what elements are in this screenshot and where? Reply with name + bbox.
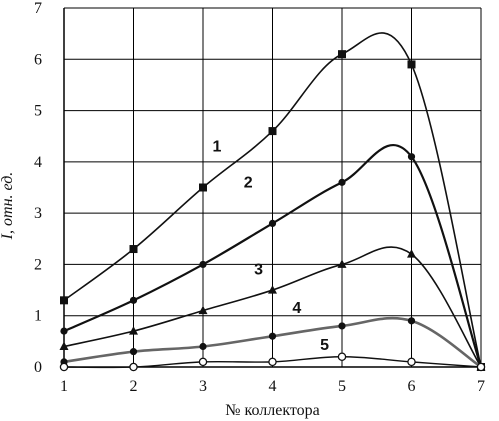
y-tick-label: 4	[34, 154, 42, 171]
data-point	[199, 183, 207, 192]
x-tick-label: 1	[60, 378, 68, 395]
data-point	[198, 357, 208, 367]
data-point	[199, 342, 207, 351]
series-5	[59, 352, 486, 372]
x-tick-label: 4	[269, 378, 277, 395]
data-point	[129, 362, 138, 372]
y-tick-label: 7	[34, 0, 42, 17]
x-tick-label: 3	[199, 378, 207, 395]
data-point	[199, 260, 207, 269]
x-tick-label: 5	[338, 378, 346, 395]
data-point	[407, 153, 416, 161]
data-point	[268, 219, 277, 227]
y-tick-label: 2	[34, 256, 42, 273]
data-point	[59, 341, 69, 350]
y-tick-label: 0	[34, 359, 42, 376]
x-tick-label: 2	[130, 378, 138, 395]
data-point	[129, 348, 138, 356]
y-tick-label: 6	[34, 51, 42, 68]
data-point	[198, 305, 208, 315]
series-label: 3	[254, 262, 263, 279]
x-axis-label: № коллектора	[225, 402, 320, 419]
data-point	[129, 296, 138, 304]
x-tick-label: 7	[477, 378, 485, 395]
data-point	[337, 259, 347, 268]
data-point	[476, 362, 486, 372]
y-tick-label: 3	[34, 205, 42, 222]
data-point	[268, 127, 277, 136]
data-point	[129, 245, 138, 254]
x-tick-label: 6	[408, 378, 416, 395]
data-point	[60, 296, 68, 305]
data-point	[338, 50, 346, 59]
series-lines	[59, 32, 486, 372]
y-tick-label: 5	[34, 103, 42, 120]
data-point	[407, 357, 416, 367]
series-label: 2	[244, 175, 253, 192]
data-point	[407, 317, 416, 325]
series-label: 5	[320, 337, 329, 354]
data-point	[407, 249, 416, 258]
data-point	[337, 352, 347, 361]
data-point	[268, 357, 277, 367]
data-point	[129, 326, 138, 335]
data-point	[268, 285, 277, 294]
data-point	[338, 178, 346, 186]
grid	[63, 7, 482, 368]
data-point	[407, 60, 416, 69]
y-axis-label: I, отн. ед.	[0, 172, 16, 241]
y-tick-label: 1	[34, 308, 42, 325]
series-labels: 1 2 3 4 5	[212, 139, 329, 354]
series-label: 1	[212, 139, 221, 156]
data-point	[60, 327, 68, 335]
data-point	[268, 332, 277, 340]
data-point	[338, 322, 346, 330]
series-line	[63, 32, 482, 368]
data-point	[59, 362, 69, 372]
series-label: 4	[292, 300, 301, 317]
